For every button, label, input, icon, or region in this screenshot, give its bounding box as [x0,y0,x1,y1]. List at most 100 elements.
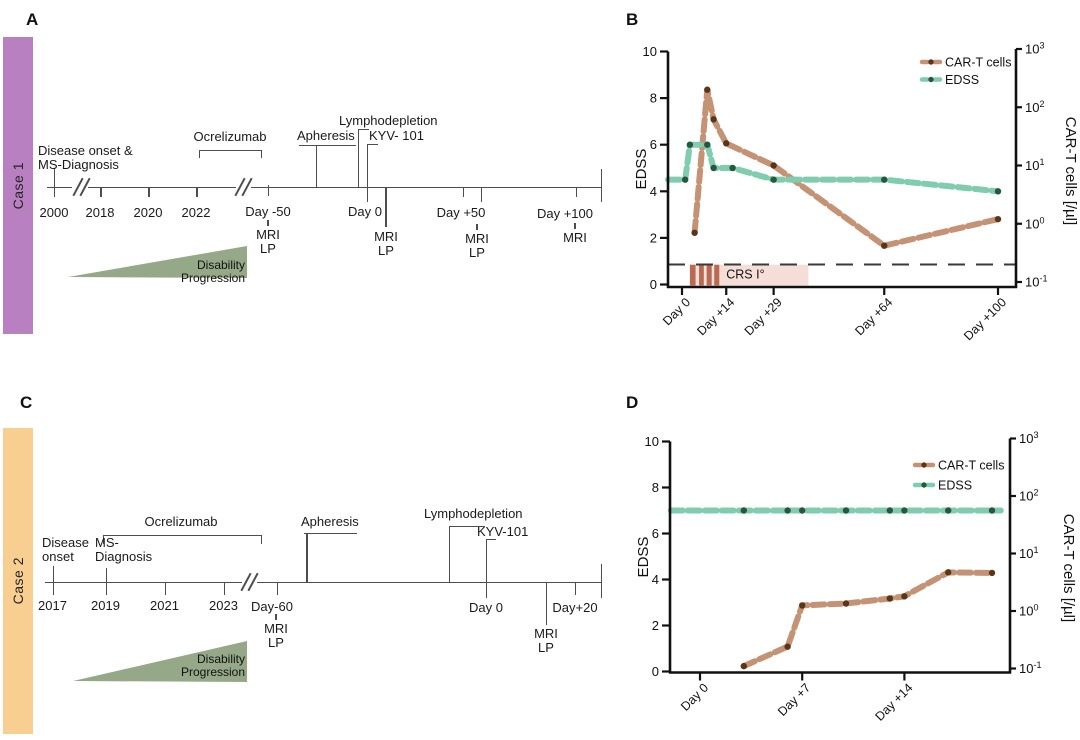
edss-point [729,164,736,172]
left-axis-tick-label: 2 [650,230,657,245]
car-t-point [704,86,711,93]
lp-label: LP [378,242,394,258]
case2-ticklabel-2021: 2021 [150,598,179,613]
case1-sidebar: Case 1 [3,37,33,334]
mri-label: MRI [264,621,288,636]
case1-timeline-axis [47,186,602,189]
mri-label: MRI [465,231,489,246]
case2-tick-2023 [223,582,226,595]
edss-point [710,164,717,172]
edss-point [784,507,791,514]
case1-tick-2000 [53,168,56,197]
case2-tick-2019 [105,568,108,595]
case2-ticklabel-day0: Day 0 [469,600,503,615]
case1-axis-break-2-gap [236,185,251,189]
case2-disability-triangle [73,641,247,682]
crs-period-box [689,264,809,286]
case1-mri-lp-day0: MRI LP [361,230,411,257]
case2-ticklabel-2017: 2017 [38,598,67,613]
right-axis-tick-label: 102 [1025,99,1044,115]
case1-lymphodepletion-label: Lymphodepletion [339,113,438,128]
case2-timeline-end-bar [600,564,603,598]
case1-sidebar-label: Case 1 [10,161,26,210]
case2-apheresis-label: Apheresis [301,514,359,529]
edss-point [740,507,747,514]
car-t-point [691,229,698,236]
case2-tick-day-plus20 [574,583,577,595]
case2-axis-break-gap [242,580,257,584]
car-t-point [784,643,791,650]
case2-apheresis-underline [304,532,357,535]
case2-kyv101-stem [485,539,496,598]
edss-point [901,507,908,514]
crs-event-bar [689,264,696,286]
case1-tick-day-plus100 [575,187,578,197]
right-axis-tick-label: 10-1 [1019,660,1041,676]
case1-timeline-end-bar [600,169,603,202]
case2-disease-onset-label: Disease onset [42,535,89,564]
case2-mri-lp-day-plus14: MRI LP [521,627,571,654]
case1-tick-2018 [100,187,102,197]
left-axis-tick-label: 0 [652,664,659,679]
left-axis-tick-label: 4 [652,572,659,587]
car-t-point [842,600,850,607]
lp-label: LP [469,244,485,260]
legend-label: EDSS [945,73,979,87]
car-t-point [901,593,908,600]
mri-label: MRI [534,626,558,641]
right-axis-tick-label: 103 [1025,41,1044,57]
crs-event-bar [699,264,704,286]
right-axis-tick-label: 101 [1019,545,1038,561]
triangle-shape [68,246,247,278]
case1-tick-day-plus50 [462,187,465,197]
car-t-point [886,595,893,602]
right-axis-tick-label: 101 [1025,157,1044,173]
edss-point [704,141,711,148]
x-axis-tick-label: Day +64 [852,295,895,338]
case1-ocrelizumab-bracket [199,149,262,158]
legend-marker-dot [921,482,927,488]
case1-disability-triangle [68,246,247,278]
case1-ticklabel-day-plus50: Day +50 [436,205,486,220]
case1-ticklabel-2000: 2000 [39,205,69,220]
left-axis-title: EDSS [635,537,652,578]
case2-apheresis-stem [306,533,308,582]
mri-label: MRI [563,230,587,245]
right-axis-tick-label: 100 [1025,215,1044,231]
edss-point [994,188,1002,195]
legend-marker-dot [921,462,927,468]
case1-ticklabel-day0: Day 0 [348,204,382,219]
case2-ocrelizumab-bracket [103,534,262,544]
case1-mri-lp-day-minus50: MRI LP [243,219,293,255]
case2-lymphodepletion-stem [448,525,485,583]
case1-ticklabel-day-minus50: Day -50 [245,204,291,219]
left-axis-tick-label: 0 [650,277,657,292]
edss-point [799,507,806,514]
triangle-shape [73,641,247,682]
legend-label: CAR-T cells [938,459,1004,473]
case2-disability-label: Disability Progression [180,652,245,679]
edss-line [665,141,1001,195]
case1-lymphodepletion-stem [357,128,369,188]
x-axis-tick-label: Day +100 [961,295,1009,343]
case2-ticklabel-2023: 2023 [209,598,238,613]
case2-tick-day-minus60 [276,582,279,595]
car-t-point [881,242,888,249]
case1-tick-2020 [148,187,150,197]
lp-label: LP [268,634,284,650]
case2-ticklabel-day-minus60: Day-60 [251,599,293,614]
car-t-point [770,162,777,169]
case2-ocrelizumab-label: Ocrelizumab [144,514,218,529]
case1-axis-break-1-gap [72,185,88,189]
car-t-point [740,662,747,670]
case2-tick-2021 [164,582,167,595]
right-axis-title: CAR-T cells [/µl] [1062,117,1079,225]
mri-label: MRI [256,227,280,242]
mri-label: MRI [374,229,398,244]
case1-tick-mri-after-day50 [480,187,483,202]
case1-mri-day0-stem [385,187,387,227]
x-axis-tick-label: Day +14 [694,295,737,338]
case2-ms-diagnosis-label: MS- Diagnosis [95,535,153,564]
panel-label-a: A [26,10,39,29]
